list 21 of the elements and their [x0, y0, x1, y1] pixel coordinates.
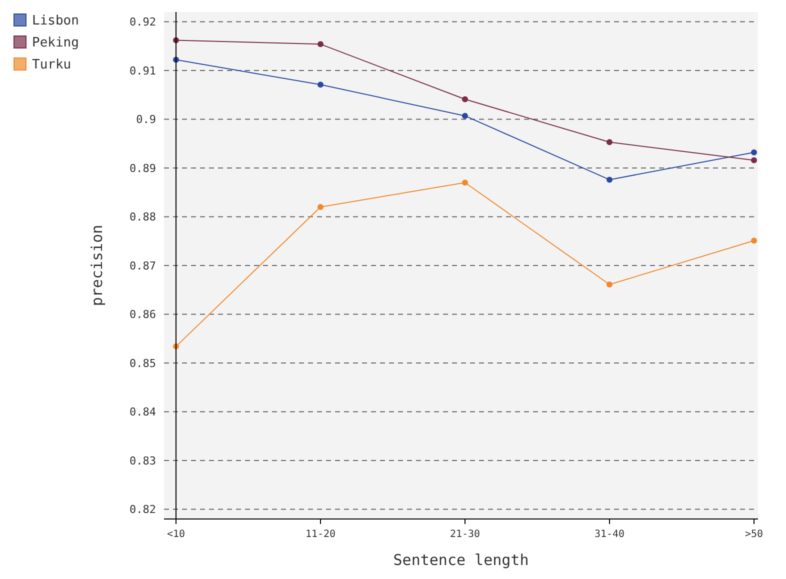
y-tick-label: 0.9	[136, 113, 156, 126]
y-tick-label: 0.87	[130, 259, 156, 272]
y-tick-label: 0.86	[130, 308, 156, 322]
y-tick-label: 0.83	[130, 454, 156, 468]
y-tick-label: 0.82	[130, 503, 156, 516]
y-tick-label: 0.84	[130, 406, 156, 419]
legend-label: Turku	[32, 58, 72, 73]
y-tick-label: 0.91	[130, 64, 156, 78]
x-tick-label: 21-30	[450, 529, 480, 540]
x-tick-label: <10	[166, 529, 186, 540]
y-axis-title: precision	[88, 224, 106, 306]
y-tick-label: 0.92	[130, 16, 156, 29]
y-tick-label: 0.89	[130, 162, 156, 175]
x-tick-label: >50	[744, 529, 764, 540]
y-tick-label: 0.88	[130, 210, 156, 224]
y-tick-label: 0.85	[130, 356, 156, 370]
x-axis-title: Sentence length	[393, 551, 529, 569]
legend-label: Lisbon	[32, 14, 79, 29]
legend-label: Peking	[32, 36, 79, 51]
x-tick-label: 11-20	[305, 529, 336, 540]
x-tick-label: 31-40	[594, 529, 625, 540]
